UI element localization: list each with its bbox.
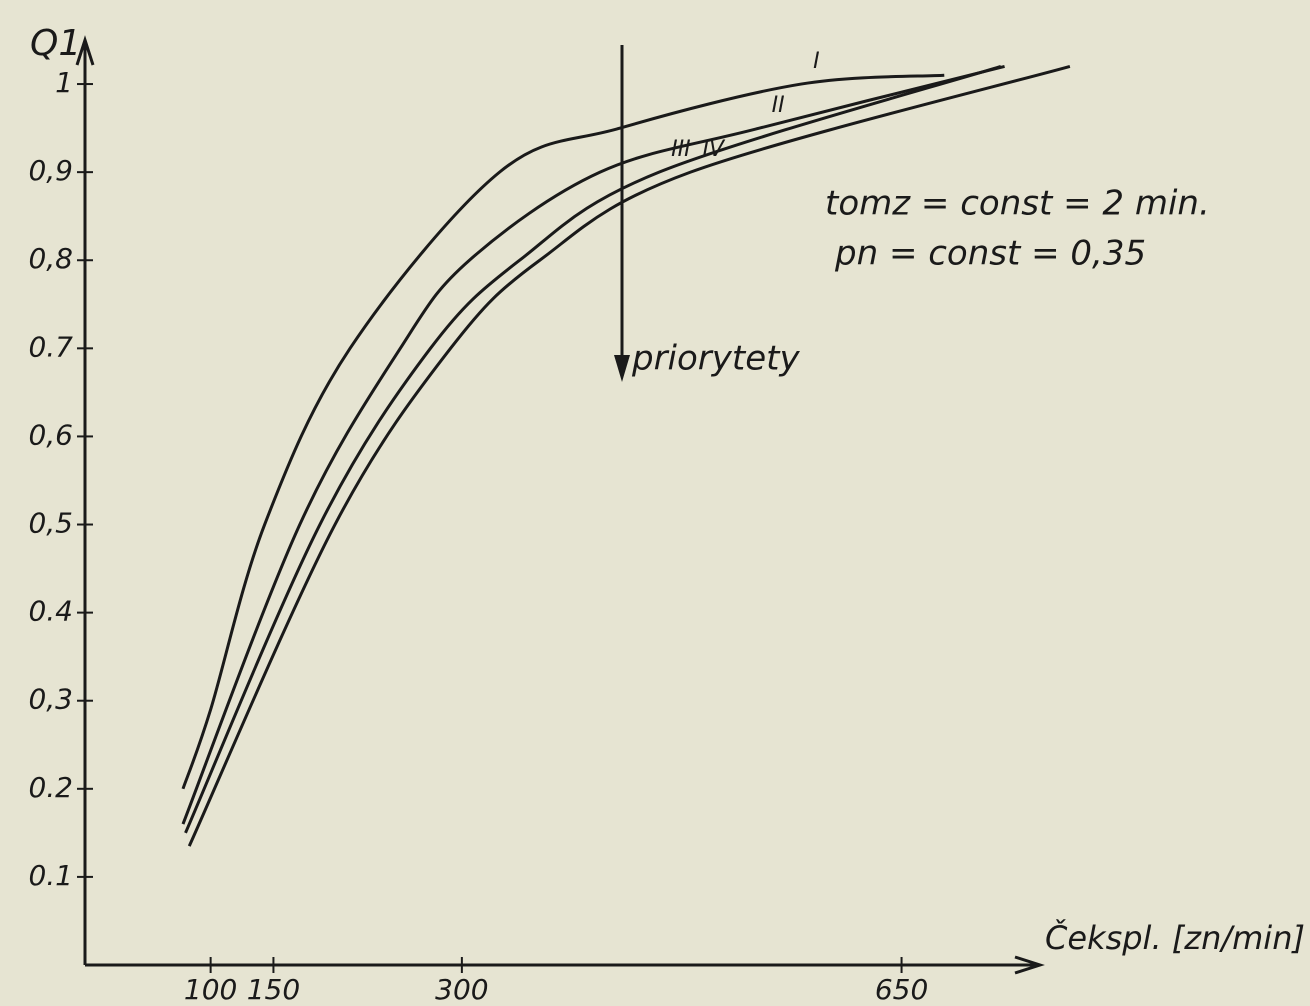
x-tick-label: 100 [184, 973, 237, 1006]
annotation: pn = const = 0,35 [834, 234, 1146, 274]
series-label: IV [703, 137, 726, 162]
series-line [181, 73, 945, 790]
y-axis-label: Q1 [30, 23, 81, 64]
series-line [181, 64, 1005, 825]
x-tick-label: 650 [875, 973, 928, 1006]
x-tick-label: 300 [435, 973, 488, 1006]
y-tick-label: 0.1 [28, 859, 73, 892]
y-tick-label: 0,8 [28, 242, 73, 275]
x-axis-arrow [1014, 955, 1045, 975]
y-tick-label: 0,5 [28, 507, 73, 540]
series-label: II [772, 93, 785, 118]
x-tick-label: 150 [247, 973, 300, 1006]
y-tick-label: 1 [55, 66, 73, 99]
y-tick-label: 0,9 [28, 154, 73, 187]
y-tick-label: 0,3 [28, 683, 73, 716]
annotation: priorytety [631, 339, 800, 379]
y-tick-label: 0,6 [28, 418, 73, 451]
series-label: I [813, 49, 820, 74]
y-tick-label: 0.2 [28, 771, 73, 804]
arrow-head [614, 355, 630, 382]
series-line [184, 64, 1002, 834]
y-tick-label: 0.4 [28, 595, 73, 628]
series-line [187, 64, 1071, 847]
series-label: III [671, 137, 690, 162]
x-axis-label: Čekspl. [zn/min] [1045, 918, 1305, 957]
y-axis-arrow [75, 35, 95, 66]
annotation: tomz = const = 2 min. [825, 184, 1210, 224]
y-tick-label: 0.7 [28, 330, 73, 363]
